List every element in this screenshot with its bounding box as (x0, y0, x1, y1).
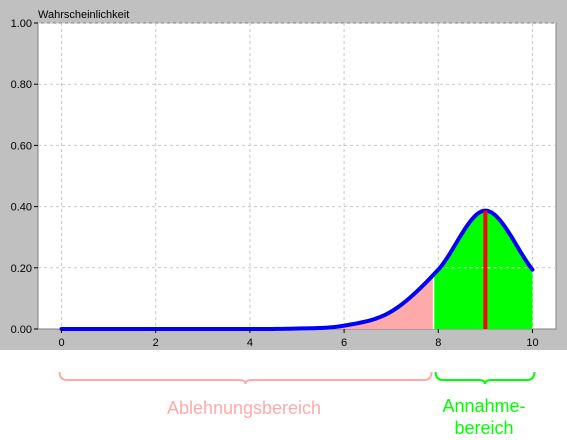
rejection-region-area (61, 274, 434, 329)
y-tick-label: 0.20 (11, 263, 32, 275)
x-tick-label: 4 (247, 337, 253, 349)
axis-ticks: 0.00 0.20 0.40 0.60 0.80 1.00 0 2 4 6 8 10 (11, 18, 539, 349)
rejection-brace (58, 371, 433, 385)
x-tick-label: 2 (153, 337, 159, 349)
y-tick-label: 0.80 (11, 79, 32, 91)
x-tick-label: 10 (526, 337, 538, 349)
x-tick-label: 8 (435, 337, 441, 349)
x-tick-label: 0 (58, 337, 64, 349)
y-axis-title: Wahrscheinlichkeit (38, 9, 129, 21)
x-tick-label: 6 (341, 337, 347, 349)
series-layer (59, 208, 535, 331)
y-tick-label: 1.00 (11, 18, 32, 30)
acceptance-region-label-line2: bereich (454, 418, 513, 438)
region-annotations: Ablehnungsbereich Annahme- bereich (58, 371, 536, 438)
acceptance-region-label-line1: Annahme- (442, 396, 525, 416)
rejection-region-label: Ablehnungsbereich (167, 398, 321, 418)
y-tick-label: 0.40 (11, 202, 32, 214)
acceptance-brace (434, 371, 536, 385)
y-tick-label: 0.60 (11, 140, 32, 152)
grid-lines (38, 22, 556, 329)
y-tick-label: 0.00 (11, 324, 32, 336)
